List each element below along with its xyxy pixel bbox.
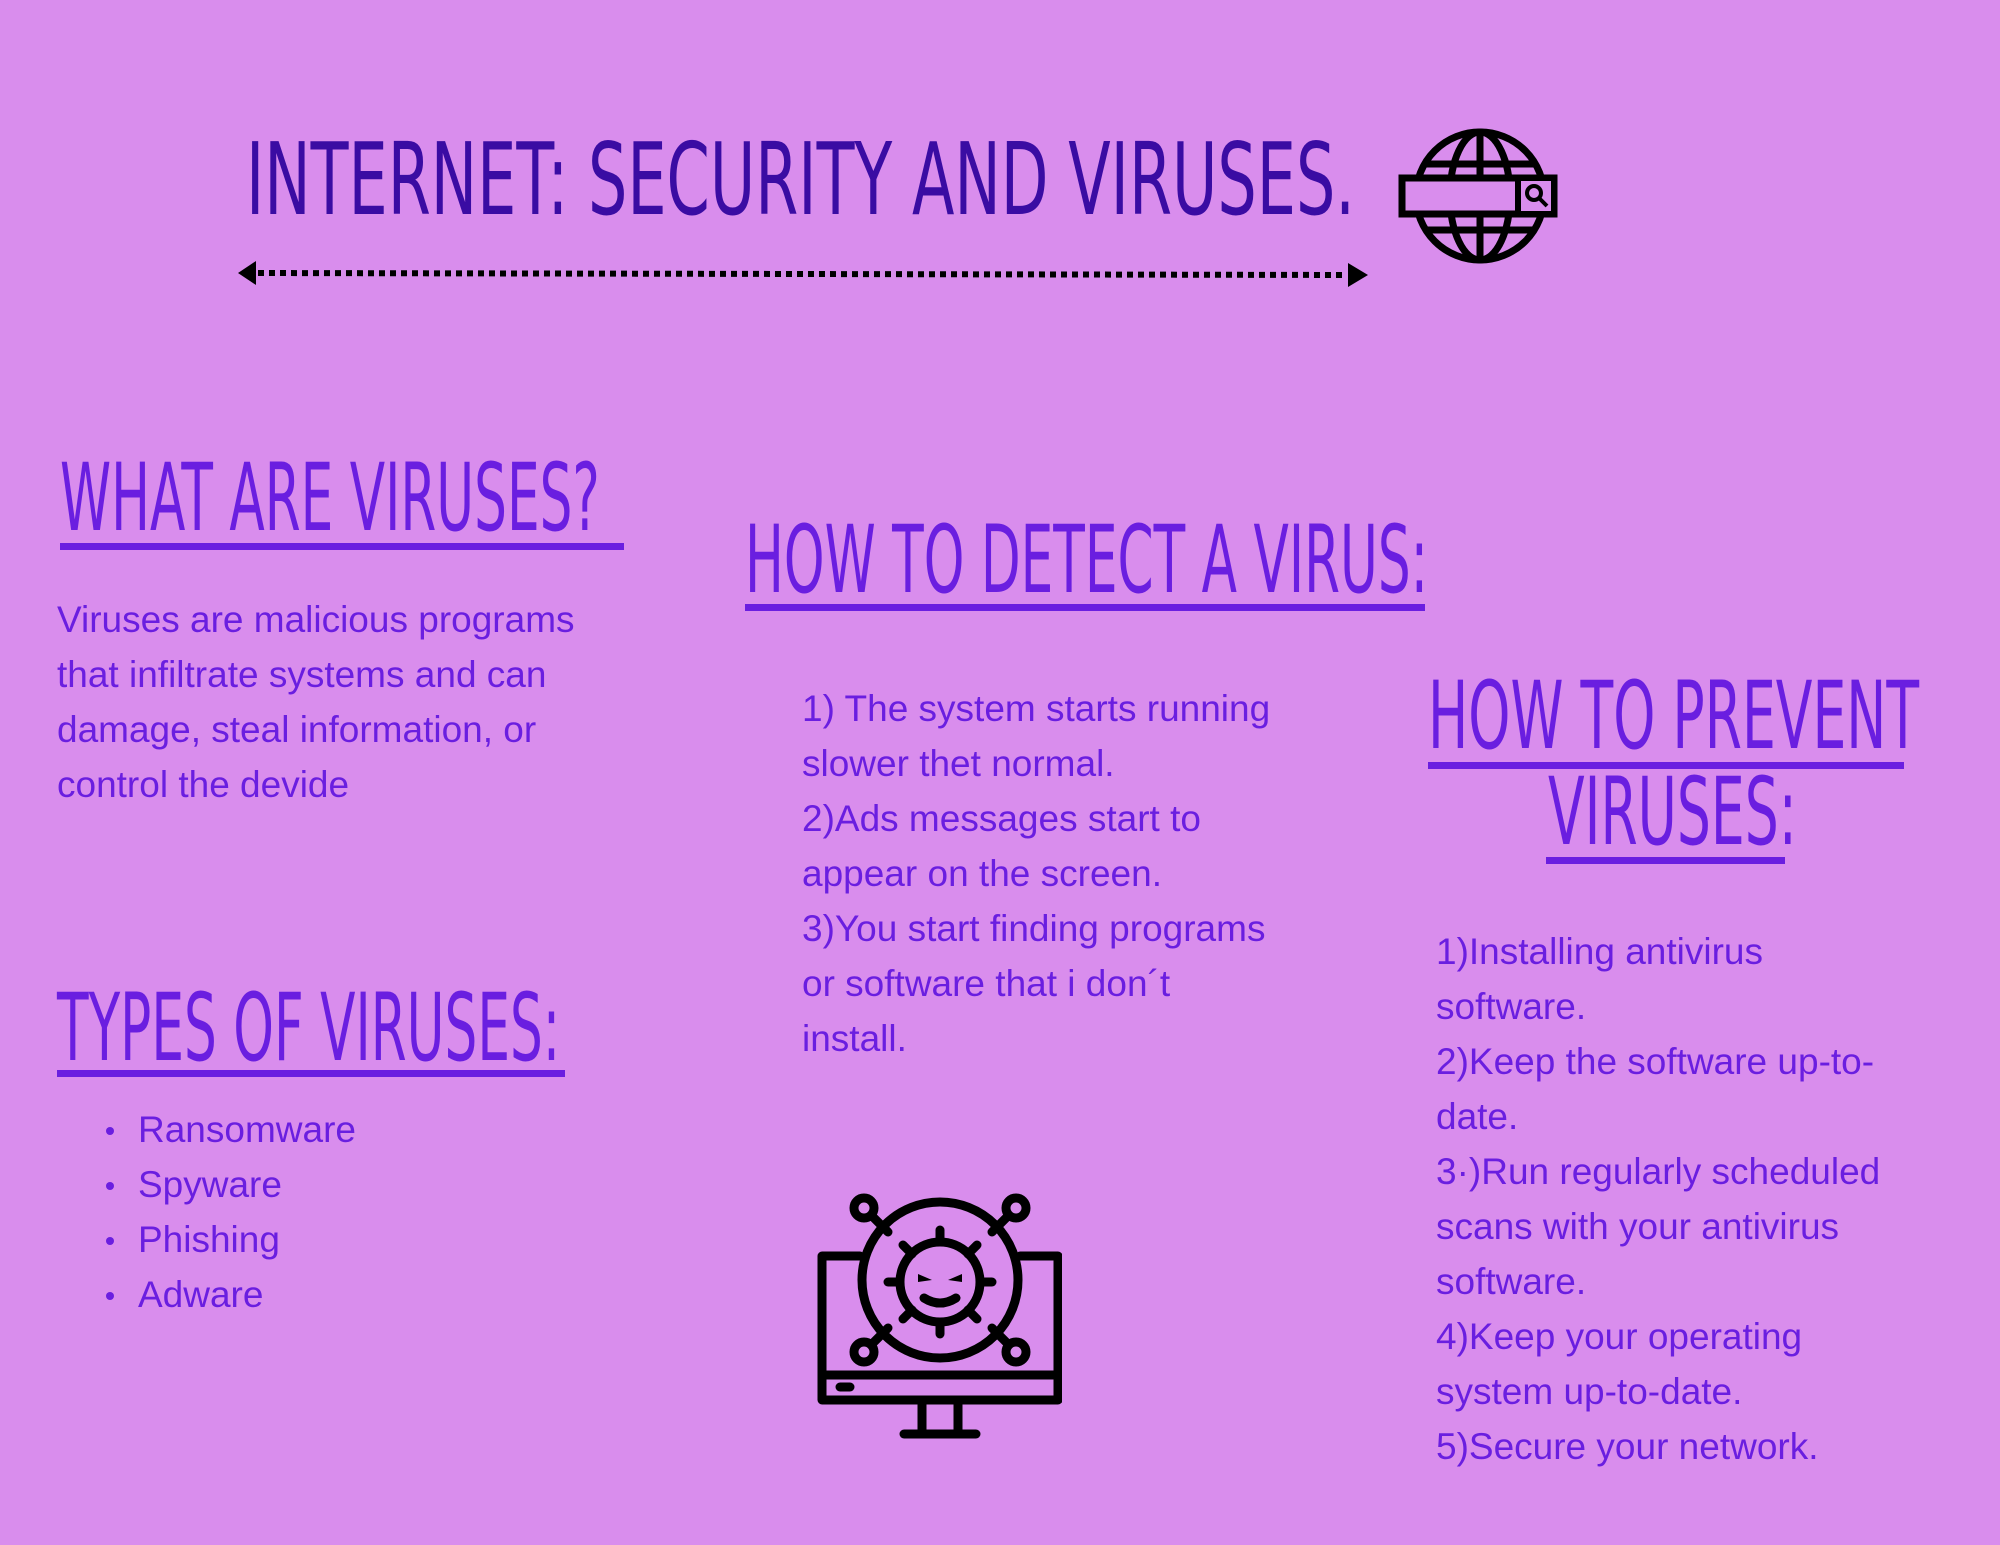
detect-line: 2)Ads messages start to	[802, 798, 1201, 839]
types-heading-underline	[57, 1070, 565, 1077]
prevent-heading-underline1	[1428, 762, 1904, 769]
detect-line: slower thet normal.	[802, 743, 1115, 784]
list-item: Adware	[58, 1267, 356, 1322]
prevent-heading-line1: HOW TO PREVENT	[1428, 662, 1920, 771]
prevent-line: 4)Keep your operating	[1436, 1316, 1803, 1357]
what-line: damage, steal information, or	[57, 709, 537, 750]
prevent-line: 2)Keep the software up-to-	[1436, 1041, 1875, 1082]
types-list: Ransomware Spyware Phishing Adware	[58, 1102, 356, 1322]
detect-line: 1) The system starts running	[802, 688, 1271, 729]
prevent-line: system up-to-date.	[1436, 1371, 1743, 1412]
prevent-line: software.	[1436, 986, 1587, 1027]
list-item: Phishing	[58, 1212, 356, 1267]
what-line: control the devide	[57, 764, 350, 805]
prevent-line: date.	[1436, 1096, 1519, 1137]
prevent-line: 1)Installing antivirus	[1436, 931, 1763, 972]
what-text: Viruses are malicious programs that infi…	[57, 592, 575, 812]
list-item: Spyware	[58, 1157, 356, 1212]
what-heading-underline	[60, 543, 624, 550]
detect-text: 1) The system starts running slower thet…	[802, 681, 1270, 1066]
list-item: Ransomware	[58, 1102, 356, 1157]
prevent-line: 3·)Run regularly scheduled	[1436, 1151, 1881, 1192]
detect-line: install.	[802, 1018, 907, 1059]
title-double-arrow	[238, 261, 1368, 287]
what-line: Viruses are malicious programs	[57, 599, 575, 640]
prevent-line: software.	[1436, 1261, 1587, 1302]
prevent-line: scans with your antivirus	[1436, 1206, 1840, 1247]
prevent-text: 1)Installing antivirus software. 2)Keep …	[1436, 924, 1880, 1474]
what-line: that infiltrate systems and can	[57, 654, 547, 695]
detect-line: or software that i don´t	[802, 963, 1171, 1004]
detect-heading: HOW TO DETECT A VIRUS:	[745, 506, 1429, 615]
types-heading: TYPES OF VIRUSES:	[57, 974, 561, 1083]
detect-heading-underline	[745, 604, 1425, 611]
detect-line: 3)You start finding programs	[802, 908, 1266, 949]
page-title: INTERNET: SECURITY AND VIRUSES.	[246, 121, 1356, 238]
what-heading: WHAT ARE VIRUSES?	[60, 444, 600, 553]
prevent-heading-underline2	[1546, 857, 1785, 864]
prevent-heading-line2: VIRUSES:	[1548, 758, 1797, 867]
globe-search-icon	[1398, 128, 1558, 264]
prevent-line: 5)Secure your network.	[1436, 1426, 1819, 1467]
detect-line: appear on the screen.	[802, 853, 1162, 894]
virus-monitor-icon	[817, 1193, 1062, 1439]
